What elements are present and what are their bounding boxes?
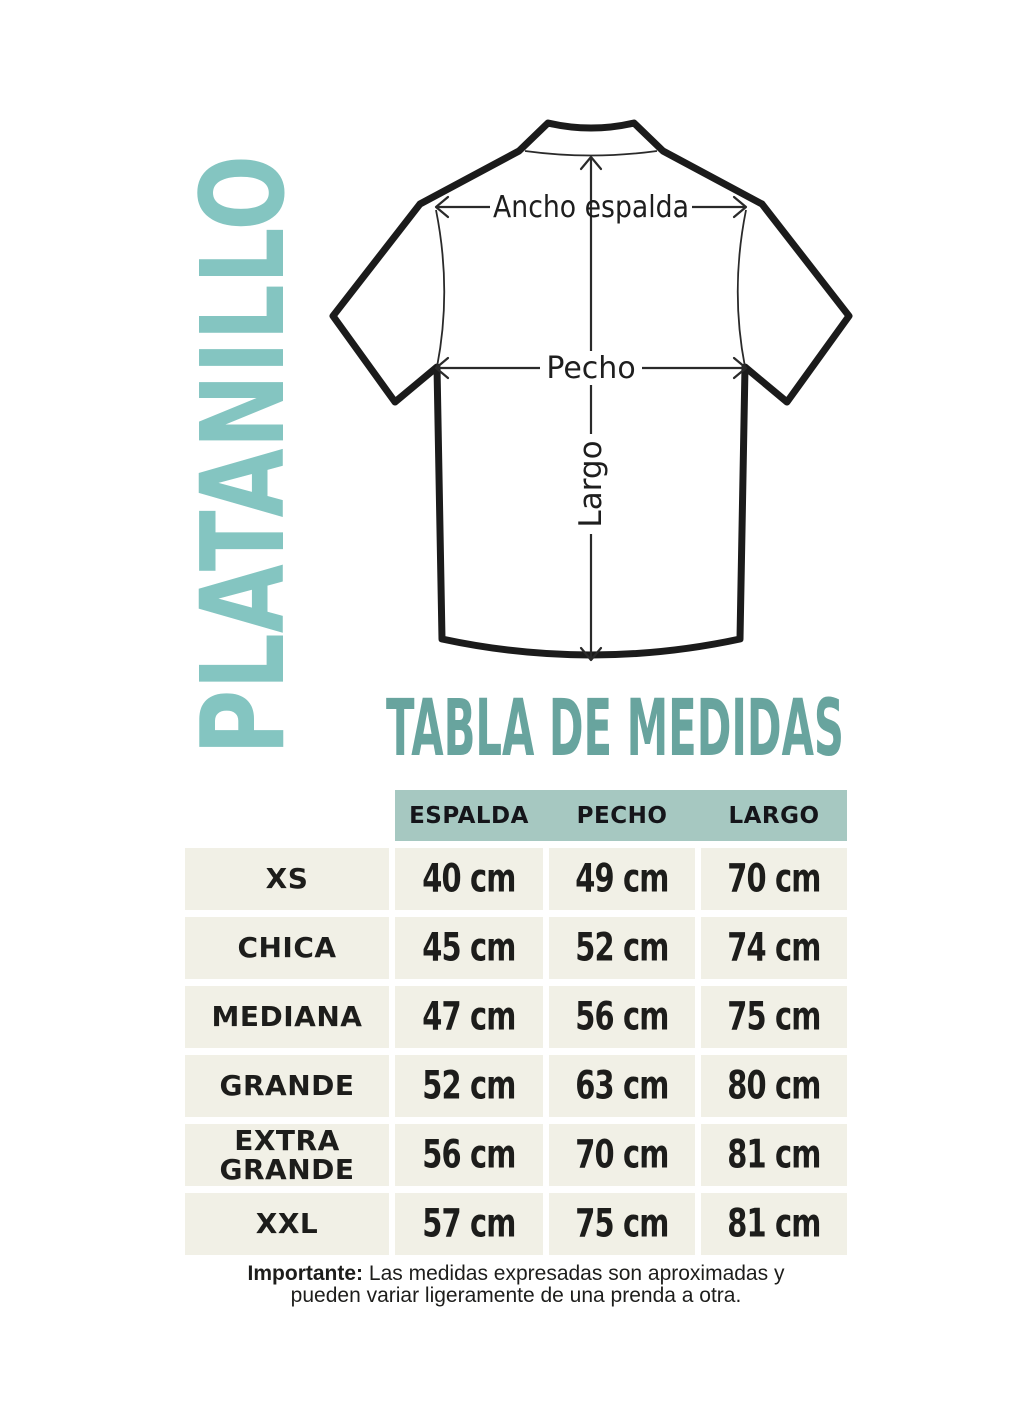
size-name: CHICA	[237, 931, 337, 965]
table-row-extra-grande-pecho: 70 cm	[549, 1124, 695, 1186]
table-row-grande-size: GRANDE	[185, 1055, 389, 1117]
measurement-value: 75 cm	[575, 1201, 669, 1247]
measurement-value: 47 cm	[422, 994, 516, 1040]
size-name: XXL	[255, 1207, 319, 1241]
table-row-grande-espalda: 52 cm	[395, 1055, 543, 1117]
table-row-xs-largo: 70 cm	[701, 848, 847, 910]
disclaimer-line1: Las medidas expresadas son aproximadas y	[368, 1262, 785, 1285]
measurement-value: 75 cm	[727, 994, 821, 1040]
disclaimer-line2: pueden variar ligeramente de una prenda …	[290, 1284, 742, 1307]
table-row-mediana-size: MEDIANA	[185, 986, 389, 1048]
measurement-value: 45 cm	[422, 925, 516, 971]
table-row-mediana-pecho: 56 cm	[549, 986, 695, 1048]
table-row-chica-size: CHICA	[185, 917, 389, 979]
length-label: Largo	[573, 440, 609, 527]
table-row-chica-espalda: 45 cm	[395, 917, 543, 979]
disclaimer-label: Importante:	[247, 1262, 364, 1285]
size-name: GRANDE	[219, 1069, 355, 1103]
size-table-body: XS 40 cm 49 cm 70 cm CHICA 45 cm 52 cm 7…	[185, 848, 847, 1255]
chest-left-arrowhead	[434, 356, 450, 380]
table-row-xs-pecho: 49 cm	[549, 848, 695, 910]
table-row-mediana-espalda: 47 cm	[395, 986, 543, 1048]
measurement-value: 63 cm	[575, 1063, 669, 1109]
table-row-grande-pecho: 63 cm	[549, 1055, 695, 1117]
right-armhole-seam	[736, 209, 747, 368]
size-name: XS	[265, 862, 309, 896]
size-table: ESPALDA PECHO LARGO XS 40 cm 49 cm 70 cm…	[185, 790, 847, 1255]
length-label-mask	[570, 434, 612, 534]
measurement-value: 74 cm	[727, 925, 821, 971]
size-chart-title-wrap: TABLA DE MEDIDAS	[386, 691, 844, 771]
yoke-seam-line	[524, 150, 658, 157]
size-name: MEDIANA	[211, 1000, 363, 1034]
table-row-xs-espalda: 40 cm	[395, 848, 543, 910]
measurement-value: 70 cm	[727, 856, 821, 902]
chest-right-arrowhead	[732, 356, 748, 380]
size-name: EXTRA GRANDE	[219, 1123, 355, 1186]
measurement-value: 70 cm	[575, 1132, 669, 1178]
table-row-xxl-largo: 81 cm	[701, 1193, 847, 1255]
chest-label: Pecho	[546, 351, 635, 386]
length-top-arrowhead	[579, 155, 603, 171]
measurement-value: 57 cm	[422, 1201, 516, 1247]
measurement-value: 49 cm	[575, 856, 669, 902]
table-row-grande-largo: 80 cm	[701, 1055, 847, 1117]
table-row-xxl-size: XXL	[185, 1193, 389, 1255]
measurement-value: 52 cm	[575, 925, 669, 971]
size-chart-title: TABLA DE MEDIDAS	[386, 691, 844, 771]
table-row-xs-size: XS	[185, 848, 389, 910]
measurement-value: 56 cm	[575, 994, 669, 1040]
measurement-value: 40 cm	[422, 856, 516, 902]
table-row-xxl-pecho: 75 cm	[549, 1193, 695, 1255]
table-row-xxl-espalda: 57 cm	[395, 1193, 543, 1255]
left-armhole-seam	[435, 209, 446, 368]
measurement-value: 80 cm	[727, 1063, 821, 1109]
back-width-label: Ancho espalda	[493, 190, 689, 225]
measurement-value: 81 cm	[727, 1201, 821, 1247]
measurement-value: 56 cm	[422, 1132, 516, 1178]
table-row-extra-grande-espalda: 56 cm	[395, 1124, 543, 1186]
table-row-mediana-largo: 75 cm	[701, 986, 847, 1048]
table-row-extra-grande-size: EXTRA GRANDE	[185, 1124, 389, 1186]
measurement-value: 81 cm	[727, 1132, 821, 1178]
arrowheads	[434, 155, 748, 662]
table-row-chica-pecho: 52 cm	[549, 917, 695, 979]
chest-label-mask	[540, 351, 642, 385]
column-header-pecho: PECHO	[576, 802, 668, 829]
length-bottom-arrowhead	[579, 646, 603, 662]
table-row-chica-largo: 74 cm	[701, 917, 847, 979]
back-width-right-arrowhead	[732, 195, 748, 219]
column-header-largo: LARGO	[728, 802, 820, 829]
column-header-espalda: ESPALDA	[409, 802, 529, 829]
measurement-value: 52 cm	[422, 1063, 516, 1109]
back-width-left-arrowhead	[434, 195, 450, 219]
brand-logo-text: PLATANILLO	[185, 155, 305, 755]
size-table-header: ESPALDA PECHO LARGO	[395, 790, 847, 841]
disclaimer-note: Importante: Las medidas expresadas son a…	[185, 1263, 847, 1307]
brand-logo: PLATANILLO	[185, 155, 305, 755]
table-row-extra-grande-largo: 81 cm	[701, 1124, 847, 1186]
shirt-measurement-diagram: Ancho espalda Pecho Largo	[329, 119, 853, 662]
